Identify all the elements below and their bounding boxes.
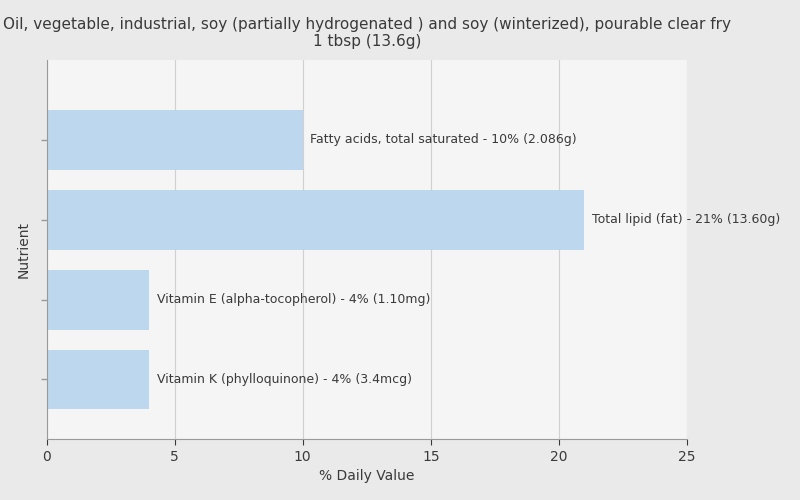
Bar bbox=[46, 190, 585, 250]
Bar bbox=[46, 110, 302, 170]
Bar bbox=[46, 270, 149, 330]
Text: Fatty acids, total saturated - 10% (2.086g): Fatty acids, total saturated - 10% (2.08… bbox=[310, 134, 577, 146]
Title: Oil, vegetable, industrial, soy (partially hydrogenated ) and soy (winterized), : Oil, vegetable, industrial, soy (partial… bbox=[2, 16, 730, 49]
X-axis label: % Daily Value: % Daily Value bbox=[319, 470, 414, 484]
Y-axis label: Nutrient: Nutrient bbox=[17, 221, 30, 278]
Text: Total lipid (fat) - 21% (13.60g): Total lipid (fat) - 21% (13.60g) bbox=[592, 213, 780, 226]
Text: Vitamin K (phylloquinone) - 4% (3.4mcg): Vitamin K (phylloquinone) - 4% (3.4mcg) bbox=[157, 373, 412, 386]
Text: Vitamin E (alpha-tocopherol) - 4% (1.10mg): Vitamin E (alpha-tocopherol) - 4% (1.10m… bbox=[157, 293, 430, 306]
Bar bbox=[46, 350, 149, 410]
